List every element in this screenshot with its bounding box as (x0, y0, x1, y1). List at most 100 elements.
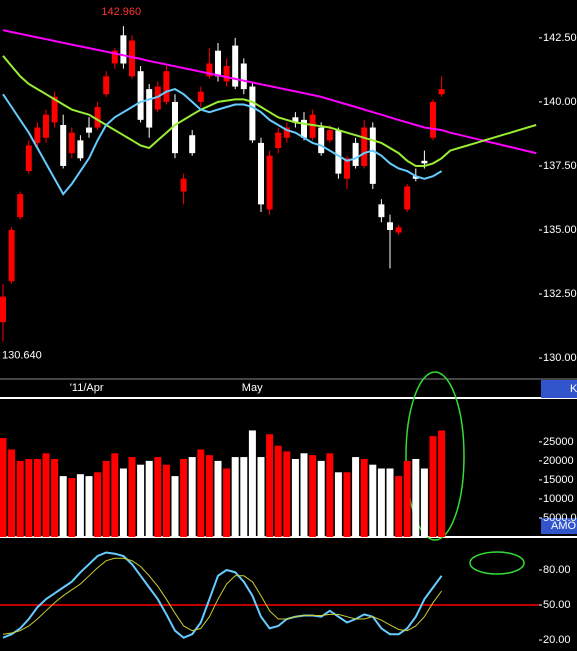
candle-body (163, 71, 170, 102)
volume-bar (231, 457, 239, 537)
y-tick-label: 25000 (543, 436, 574, 448)
candle-body (206, 63, 213, 77)
volume-bar (42, 453, 50, 537)
candle-body (404, 186, 411, 210)
volume-bar (412, 458, 420, 537)
candle-body (387, 222, 393, 230)
candle-body (412, 176, 419, 179)
volume-bar (309, 455, 317, 537)
volume-bar (137, 464, 145, 537)
volume-bar (352, 457, 360, 537)
candle-body (430, 101, 436, 138)
candle-body (197, 91, 204, 102)
panel-label-box (541, 518, 577, 534)
volume-bar (59, 476, 67, 537)
volume-bar (119, 468, 127, 537)
y-tick-label: 15000 (543, 474, 574, 486)
volume-bar (68, 478, 76, 537)
candle-body (301, 119, 307, 138)
volume-bar (85, 476, 93, 537)
candle-body (275, 132, 282, 149)
volume-bar (94, 472, 102, 537)
candle-body (292, 117, 299, 123)
candle-body (249, 86, 256, 141)
candle-body (120, 35, 127, 64)
volume-bar (420, 468, 428, 537)
volume-bar (343, 472, 351, 537)
candle-body (421, 160, 428, 164)
candle-body (266, 155, 273, 210)
candle-body (8, 229, 15, 282)
y-tick-label: 20.00 (543, 634, 571, 646)
volume-bar (266, 434, 274, 537)
highlight-ellipse (469, 551, 525, 575)
volume-bar (438, 430, 446, 537)
candle-body (154, 86, 161, 110)
candle-body (51, 96, 58, 123)
indicator-line (2, 88, 443, 196)
candle-body (326, 130, 333, 141)
x-tick-label: May (242, 382, 263, 394)
candle-body (111, 50, 118, 64)
candle-body (180, 178, 187, 192)
y-tick-label: 50.00 (543, 599, 571, 611)
volume-bar (0, 438, 7, 537)
volume-bar (33, 458, 41, 537)
volume-bar (16, 460, 24, 537)
candle-body (438, 89, 445, 95)
extreme-label: 130.640 (2, 350, 42, 362)
volume-bar (369, 464, 377, 537)
volume-bar (223, 468, 231, 537)
candle-body (378, 204, 385, 218)
candle-body (232, 45, 239, 87)
volume-bar (395, 476, 403, 537)
candle-body (352, 142, 359, 166)
volume-bar (257, 457, 265, 537)
volume-bar (8, 449, 16, 537)
y-tick-label: 10000 (543, 493, 574, 505)
candle-body (103, 76, 110, 95)
candle-body (77, 140, 84, 159)
candle-body (129, 40, 135, 77)
candle-body (172, 101, 178, 154)
volume-bar (214, 460, 222, 537)
volume-bar (326, 453, 334, 537)
volume-bar (154, 457, 162, 537)
x-tick-label: '11/Apr (70, 382, 104, 394)
volume-bar (111, 453, 119, 537)
candle-body (283, 127, 290, 138)
candle-body (318, 127, 325, 154)
candle-body (369, 127, 376, 184)
y-tick-label: 20000 (543, 455, 574, 467)
candle-body (68, 132, 75, 154)
y-tick-label: 137.50 (543, 160, 577, 172)
volume-bar (171, 476, 179, 537)
y-tick-label: 140.00 (543, 96, 577, 108)
panel-label: AMO (551, 520, 577, 532)
volume-bar (145, 460, 153, 537)
volume-bar (197, 449, 205, 537)
candle-body (395, 227, 402, 233)
candle-body (344, 158, 350, 179)
indicator-line (2, 55, 537, 167)
indicator-line (2, 29, 537, 155)
volume-bar (180, 458, 188, 537)
volume-bar (403, 460, 411, 537)
highlight-ellipse (405, 371, 465, 541)
volume-bar (162, 464, 170, 537)
candle-body (43, 114, 49, 138)
y-tick-label: 142.50 (543, 32, 577, 44)
indicator-line (2, 551, 443, 639)
candle-body (309, 114, 316, 138)
candle-body (335, 130, 342, 174)
volume-bar (429, 436, 437, 537)
y-tick-label: 80.00 (543, 564, 571, 576)
volume-bar (25, 458, 33, 537)
volume-bar (300, 453, 308, 537)
candle-body (86, 127, 92, 133)
candle-body (189, 135, 196, 154)
volume-bar (317, 460, 325, 537)
panel-label: K (570, 383, 577, 395)
